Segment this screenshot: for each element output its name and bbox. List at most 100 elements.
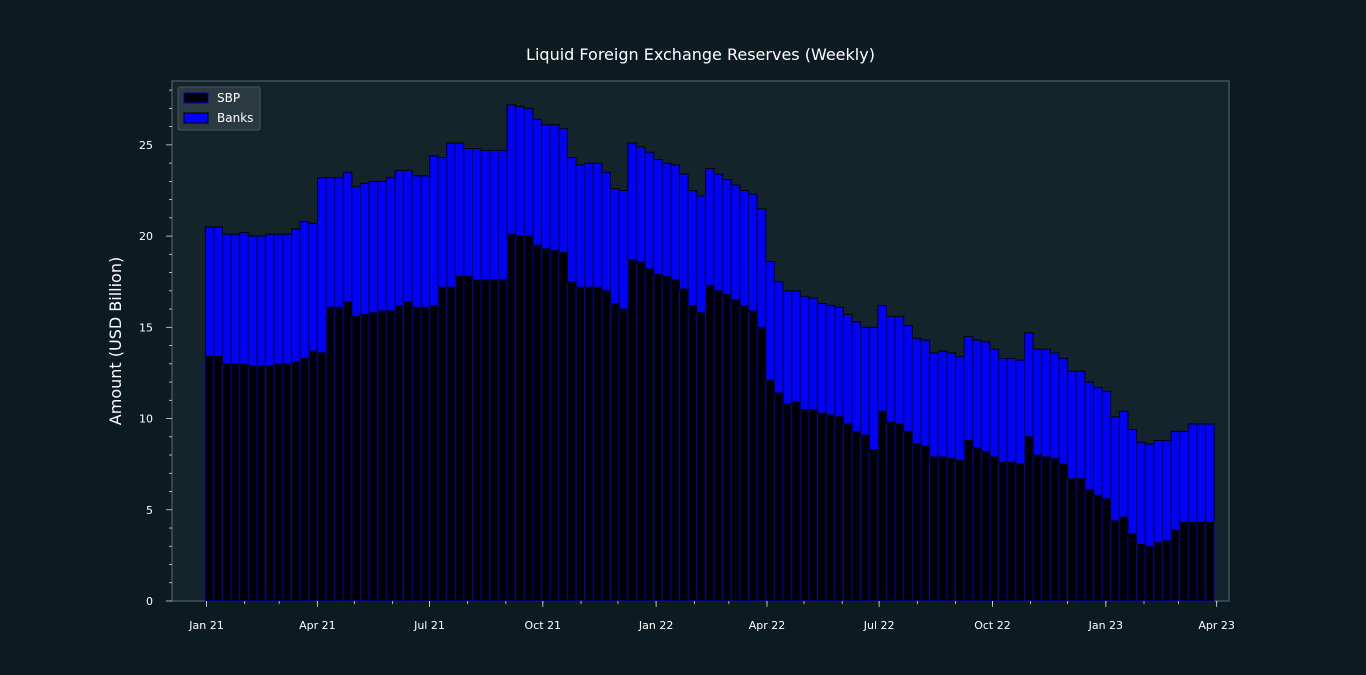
bar-sbp <box>1067 478 1077 602</box>
bar-banks <box>1101 390 1112 500</box>
bar-banks <box>980 341 991 452</box>
x-tick-label: Jan 21 <box>188 619 223 632</box>
bar-banks <box>860 326 870 436</box>
bar-sbp <box>385 310 396 602</box>
bar-sbp <box>256 365 267 602</box>
bar-sbp <box>653 273 663 602</box>
bar-banks <box>541 124 551 250</box>
bar-banks <box>299 221 310 359</box>
bar-sbp <box>584 286 594 602</box>
bar-banks <box>696 195 706 314</box>
bar-sbp <box>929 456 939 602</box>
bar-sbp <box>308 350 318 602</box>
bar-sbp <box>998 461 1008 602</box>
legend-swatch-sbp <box>183 92 209 104</box>
bar-banks <box>1032 348 1043 456</box>
bar-banks <box>1024 332 1034 438</box>
bar-banks <box>1110 416 1120 522</box>
bar-sbp <box>868 449 879 602</box>
bar-banks <box>713 173 724 292</box>
bar-banks <box>955 356 965 461</box>
bar-sbp <box>704 284 715 602</box>
bar-sbp <box>342 301 353 602</box>
bar-sbp <box>903 430 913 602</box>
bar-sbp <box>756 326 767 602</box>
bar-banks <box>929 352 939 458</box>
x-tick-label: Apr 22 <box>749 619 786 632</box>
bar-banks <box>394 169 405 306</box>
bar-banks <box>1041 348 1051 458</box>
bar-sbp <box>394 304 405 602</box>
bar-banks <box>851 321 862 432</box>
bar-sbp <box>601 290 612 602</box>
bar-banks <box>213 226 223 357</box>
bar-sbp <box>411 306 422 602</box>
bar-sbp <box>429 304 439 602</box>
bar-banks <box>1118 410 1129 518</box>
x-tick-label: Oct 21 <box>525 619 562 632</box>
bar-banks <box>817 303 827 414</box>
bar-sbp <box>739 304 749 602</box>
bar-sbp <box>1049 458 1060 602</box>
y-tick-label: 15 <box>139 321 153 334</box>
bar-sbp <box>558 252 568 602</box>
bar-banks <box>360 182 370 315</box>
bar-sbp <box>851 430 862 602</box>
bar-sbp <box>860 434 870 602</box>
bar-sbp <box>618 308 629 602</box>
bar-sbp <box>592 286 603 602</box>
bar-banks <box>1136 441 1146 545</box>
bar-sbp <box>886 421 896 602</box>
bar-banks <box>1049 352 1060 460</box>
bar-sbp <box>420 306 430 602</box>
bar-sbp <box>911 443 922 602</box>
bar-sbp <box>782 403 793 602</box>
bar-banks <box>411 175 422 308</box>
bar-sbp <box>696 312 706 602</box>
y-tick-label: 5 <box>146 504 153 517</box>
bar-sbp <box>291 361 301 602</box>
bar-banks <box>877 304 887 412</box>
bar-banks <box>1006 357 1017 463</box>
bar-sbp <box>316 352 327 602</box>
bar-banks <box>265 233 275 367</box>
bar-banks <box>472 148 482 281</box>
bar-sbp <box>213 356 223 602</box>
bar-banks <box>316 177 327 354</box>
bar-sbp <box>1196 522 1207 602</box>
bar-sbp <box>265 365 275 602</box>
bar-sbp <box>403 301 413 602</box>
bar-sbp <box>1093 494 1103 602</box>
bar-banks <box>558 127 568 253</box>
x-tick-label: Apr 21 <box>299 619 336 632</box>
bar-banks <box>308 222 318 352</box>
bar-banks <box>1067 370 1077 480</box>
bar-sbp <box>799 408 810 602</box>
bar-banks <box>523 107 534 237</box>
bar-banks <box>1153 439 1163 544</box>
bar-banks <box>653 159 663 275</box>
bar-sbp <box>946 458 956 602</box>
bar-banks <box>480 149 491 281</box>
bar-banks <box>765 261 775 381</box>
bar-sbp <box>1162 540 1172 602</box>
bar-banks <box>618 190 629 310</box>
bar-banks <box>644 151 655 270</box>
bar-banks <box>722 179 732 295</box>
bar-banks <box>575 164 586 288</box>
bar-banks <box>351 186 361 317</box>
bar-banks <box>868 326 879 451</box>
bar-sbp <box>368 312 379 602</box>
bar-banks <box>1162 439 1172 542</box>
bar-sbp <box>920 445 931 602</box>
bar-banks <box>584 162 594 288</box>
bar-sbp <box>1144 545 1155 602</box>
bar-sbp <box>834 416 844 602</box>
bar-sbp <box>360 314 370 602</box>
bar-banks <box>601 171 612 292</box>
bar-sbp <box>989 456 1000 602</box>
bar-sbp <box>679 288 689 602</box>
bar-banks <box>791 290 801 403</box>
